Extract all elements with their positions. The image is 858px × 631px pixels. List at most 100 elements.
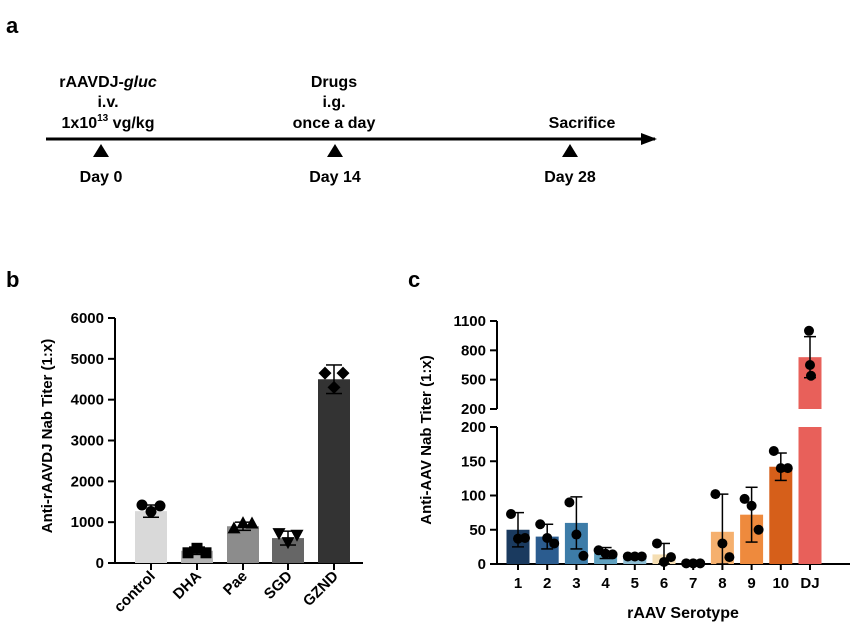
chart-b-ytick-label-6: 6000 — [71, 310, 104, 327]
chart-c-point-5-1 — [629, 551, 640, 562]
chart-c-xtick-label-5: 5 — [631, 575, 639, 592]
chart-b-point-Pae-0 — [227, 521, 241, 534]
chart-b-ytick-label-2: 2000 — [71, 473, 104, 490]
panel-label-b: b — [6, 267, 19, 292]
chart-c-bar-DJ-upper — [798, 357, 822, 409]
chart-c-point-10-2 — [782, 463, 793, 474]
chart-c-point-1-0 — [506, 508, 516, 519]
panel-label-a: a — [6, 13, 19, 38]
chart-c-xtick-label-4: 4 — [601, 575, 610, 592]
chart-c-lower-ytick-label-3: 150 — [461, 453, 486, 470]
chart-b-ylabel: Anti-rAAVDJ Nab Titer (1:x) — [39, 339, 56, 533]
timeline-marker-day0 — [93, 144, 109, 157]
chart-c-xtick-label-8: 8 — [718, 575, 726, 592]
chart-c-point-8-2 — [724, 552, 735, 563]
timeline-marker-day14 — [327, 144, 343, 157]
chart-c-point-6-2 — [666, 552, 676, 563]
chart-c: Anti-AAV Nab Titer (1:x) rAAV Serotype 0… — [418, 313, 850, 622]
chart-c-upper-ytick-label-0: 200 — [461, 401, 486, 418]
chart-b-ytick-label-3: 3000 — [71, 433, 104, 450]
chart-c-xtick-label-3: 3 — [572, 575, 580, 592]
chart-b: Anti-rAAVDJ Nab Titer (1:x) 0 1000 2000 300… — [39, 310, 363, 616]
chart-b-point-control-2 — [154, 500, 166, 512]
chart-c-point-6-1 — [659, 556, 669, 567]
chart-c-point-6-0 — [652, 538, 662, 549]
chart-b-point-control-1 — [145, 506, 157, 518]
day28-label: Day 28 — [544, 169, 596, 186]
chart-c-point-2-2 — [549, 538, 560, 549]
chart-c-xlabel: rAAV Serotype — [627, 605, 739, 622]
chart-b-xtick-label-GZND: GZND — [300, 568, 342, 610]
chart-c-point-10-1 — [775, 463, 786, 474]
chart-c-point-7-0 — [681, 558, 692, 569]
chart-c-bar-DJ-lower — [798, 427, 822, 564]
chart-b-xtick-label-DHA: DHA — [170, 568, 205, 603]
day14-label: Day 14 — [309, 169, 361, 186]
event-construct-label: rAAVDJ-gluc — [59, 74, 157, 91]
chart-c-lower-ytick-label-1: 50 — [469, 522, 486, 539]
chart-c-point-4-2 — [607, 549, 618, 560]
chart-b-xtick-label-Pae: Pae — [220, 568, 251, 599]
chart-c-point-DJ-2 — [806, 370, 816, 381]
chart-b-bar-GZND — [318, 379, 350, 563]
chart-b-point-SGD-2 — [290, 529, 304, 542]
chart-c-point-1-2 — [520, 532, 530, 543]
chart-b-point-Pae-1 — [236, 516, 250, 529]
timeline-marker-day28 — [562, 144, 578, 157]
day0-label: Day 0 — [80, 169, 123, 186]
event-route-label: i.v. — [97, 94, 118, 111]
chart-c-point-10-0 — [768, 445, 779, 456]
chart-c-point-9-2 — [753, 524, 764, 535]
chart-c-xtick-label-9: 9 — [747, 575, 755, 592]
chart-c-lower-ytick-label-2: 100 — [461, 488, 486, 505]
event-sacrifice-label: Sacrifice — [549, 115, 616, 132]
chart-b-ytick-label-4: 4000 — [71, 392, 104, 409]
chart-b-point-DHA-1 — [191, 542, 203, 554]
chart-c-point-DJ-0 — [804, 325, 814, 336]
chart-c-ylabel: Anti-AAV Nab Titer (1:x) — [418, 355, 435, 524]
chart-b-xtick-label-control: control — [111, 568, 159, 616]
chart-b-point-GZND-2 — [336, 366, 350, 380]
chart-c-point-3-0 — [564, 497, 575, 508]
chart-b-point-control-0 — [136, 499, 148, 511]
chart-c-lower-ytick-label-4: 200 — [461, 419, 486, 436]
chart-c-lower-ytick-label-0: 0 — [478, 556, 486, 573]
chart-c-point-8-1 — [717, 538, 728, 549]
chart-c-point-3-1 — [571, 529, 582, 540]
chart-c-point-3-2 — [578, 550, 589, 561]
chart-c-xtick-label-10: 10 — [772, 575, 789, 592]
chart-c-point-5-2 — [636, 551, 647, 562]
chart-b-ytick-label-0: 0 — [96, 555, 104, 572]
chart-c-point-9-1 — [746, 500, 757, 511]
chart-c-bar-10 — [769, 466, 793, 564]
chart-c-point-DJ-1 — [805, 360, 815, 370]
event-dose-label: 1x1013 vg/kg — [62, 113, 155, 132]
chart-c-point-8-0 — [710, 489, 721, 500]
chart-b-xtick-label-SGD: SGD — [261, 568, 296, 603]
chart-c-point-7-2 — [695, 558, 706, 569]
chart-c-xtick-label-6: 6 — [660, 575, 668, 592]
chart-b-point-DHA-0 — [182, 547, 194, 559]
chart-c-upper-ytick-label-1: 500 — [461, 372, 486, 389]
chart-b-point-Pae-2 — [245, 516, 259, 529]
chart-c-point-5-0 — [622, 551, 633, 562]
chart-c-point-9-0 — [739, 493, 750, 504]
chart-c-upper-ytick-label-3: 1100 — [453, 313, 486, 330]
chart-c-xtick-label-2: 2 — [543, 575, 551, 592]
timeline-panel: rAAVDJ-gluc i.v. 1x1013 vg/kg Drugs i.g.… — [46, 74, 657, 186]
chart-b-ytick-label-1: 1000 — [71, 514, 104, 531]
chart-b-ytick-label-5: 5000 — [71, 351, 104, 368]
chart-b-point-GZND-1 — [327, 380, 341, 394]
chart-b-bar-control — [135, 511, 167, 563]
chart-c-xtick-label-1: 1 — [514, 575, 522, 592]
chart-c-point-2-1 — [542, 532, 553, 543]
panel-label-c: c — [408, 267, 420, 292]
event-drugs-label: Drugs — [311, 74, 357, 91]
chart-b-point-GZND-0 — [318, 366, 332, 380]
chart-b-point-DHA-2 — [200, 547, 212, 559]
chart-b-point-SGD-1 — [281, 537, 295, 550]
chart-c-upper-ytick-label-2: 800 — [461, 342, 486, 359]
chart-c-point-2-0 — [535, 519, 546, 530]
chart-b-point-SGD-0 — [272, 528, 286, 541]
